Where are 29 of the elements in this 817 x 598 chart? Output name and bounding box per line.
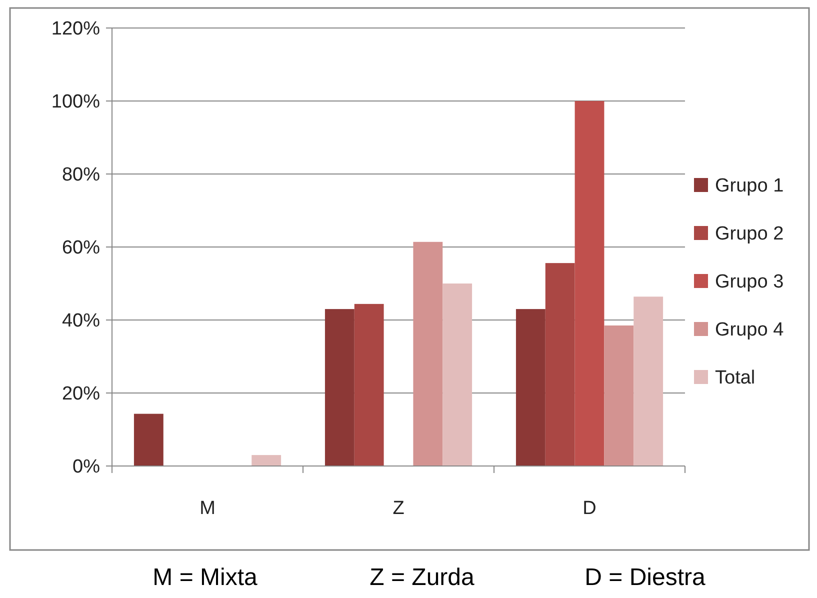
bar xyxy=(134,414,164,466)
text: Z = Zurda xyxy=(370,564,475,591)
legend-label: Grupo 3 xyxy=(715,272,784,293)
bar xyxy=(574,101,604,466)
legend-label: Grupo 4 xyxy=(715,320,784,341)
bar xyxy=(413,242,443,466)
legend-label: Grupo 2 xyxy=(715,224,784,245)
bar xyxy=(545,263,575,466)
y-tick-label: 40% xyxy=(62,310,100,332)
x-tick-label: M xyxy=(200,498,216,519)
bar xyxy=(604,325,634,466)
y-tick-label: 60% xyxy=(62,238,100,259)
y-tick-label: 120% xyxy=(51,18,100,40)
x-tick-label: Z xyxy=(392,498,405,519)
legend-label: Total xyxy=(715,368,756,389)
bar xyxy=(634,296,664,466)
y-tick-label: 20% xyxy=(62,384,100,405)
bar xyxy=(354,304,384,466)
text: M = Mixta xyxy=(152,564,258,591)
bar xyxy=(516,309,546,466)
bar xyxy=(442,284,472,466)
bar xyxy=(324,309,354,466)
x-tick-label: D xyxy=(582,498,596,519)
y-tick-label: 100% xyxy=(51,92,100,113)
y-tick-label: 0% xyxy=(72,456,100,478)
text: D = Diestra xyxy=(584,564,706,591)
bar xyxy=(252,455,282,466)
legend-label: Grupo 1 xyxy=(715,176,784,197)
y-tick-label: 80% xyxy=(62,164,100,186)
